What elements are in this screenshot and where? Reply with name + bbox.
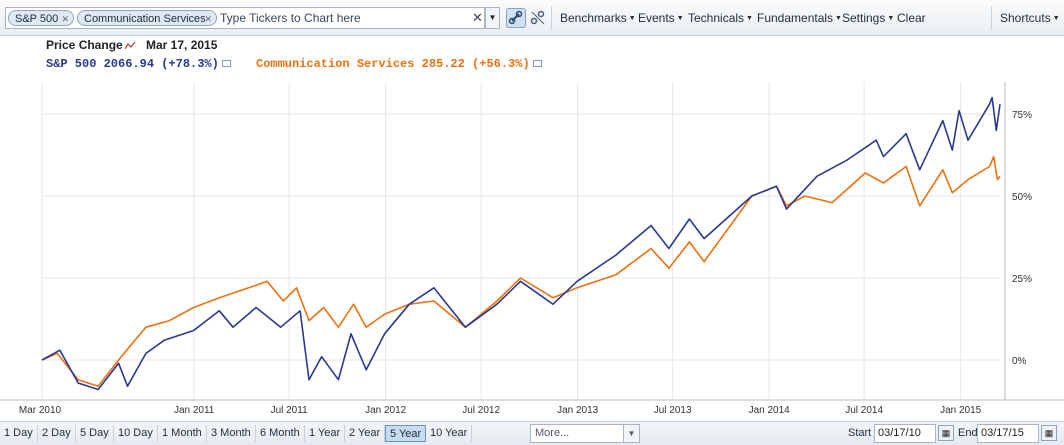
calendar-icon[interactable]: ▦ (1041, 425, 1057, 441)
legend-series-sp500[interactable]: S&P 500 2066.94 (+78.3%) (46, 57, 231, 71)
x-tick-label: Jan 2011 (174, 405, 215, 416)
unlink-charts-button[interactable] (528, 8, 548, 28)
menu-label: Fundamentals (757, 11, 834, 25)
menu-label: Benchmarks (560, 11, 627, 25)
menu-label: Events (638, 11, 675, 25)
menu-label: Settings (842, 11, 886, 25)
range-button-5-day[interactable]: 5 Day (76, 425, 114, 442)
series-label-text: Communication Services 285.22 (+56.3%) (256, 57, 530, 71)
caret-down-icon: ▼ (1052, 15, 1060, 22)
range-button-5-year[interactable]: 5 Year (385, 425, 427, 442)
link-charts-button[interactable] (506, 8, 526, 28)
chart-toolbar: S&P 500 ✕ Communication Services ✕ Type Ti… (0, 0, 1064, 36)
caret-down-icon: ▼ (628, 15, 636, 22)
x-tick-label: Jan 2015 (940, 405, 982, 416)
settings-menu[interactable]: Settings ▼ (842, 11, 894, 25)
y-axis: 75% 50% 25% 0% (1004, 82, 1032, 400)
clear-button[interactable]: Clear (897, 11, 926, 25)
ticker-chip-sp500[interactable]: S&P 500 ✕ (8, 10, 74, 26)
range-button-10-year[interactable]: 10 Year (426, 425, 473, 442)
range-button-1-year[interactable]: 1 Year (305, 425, 346, 442)
legend-series-communication-services[interactable]: Communication Services 285.22 (+56.3%) (256, 57, 542, 71)
series-label-text: S&P 500 2066.94 (+78.3%) (46, 57, 219, 71)
start-date-input[interactable]: 03/17/10 (874, 424, 936, 443)
ticker-chip-communication-services[interactable]: Communication Services ✕ (77, 10, 217, 26)
chart-grid (41, 82, 1000, 400)
more-ranges-select[interactable]: More... ▼ (530, 424, 640, 443)
x-tick-label: Jan 2013 (557, 405, 599, 416)
series-line-communication-services[interactable] (41, 155, 1001, 388)
end-label: End (958, 427, 978, 439)
events-menu[interactable]: Events ▼ (638, 11, 684, 25)
calendar-icon[interactable]: ▦ (938, 425, 954, 441)
legend-date: Mar 17, 2015 (146, 38, 218, 52)
caret-down-icon: ▼ (835, 15, 842, 22)
y-tick-label: 75% (1012, 110, 1032, 121)
range-button-1-day[interactable]: 1 Day (0, 425, 38, 442)
chart-type-icon[interactable] (124, 41, 136, 50)
more-label: More... (535, 427, 570, 439)
technicals-menu[interactable]: Technicals ▼ (688, 11, 753, 25)
price-chart[interactable]: Mar 2010 Jan 2011 Jul 2011 Jan 2012 Jul 2012… (0, 74, 1064, 421)
y-tick-label: 0% (1012, 356, 1027, 367)
benchmarks-menu[interactable]: Benchmarks ▼ (560, 11, 636, 25)
series-options-icon[interactable] (221, 60, 231, 67)
chart-series (41, 96, 1001, 391)
x-tick-label: Jul 2014 (845, 405, 883, 416)
x-tick-label: Mar 2010 (19, 405, 62, 416)
range-button-2-day[interactable]: 2 Day (38, 425, 76, 442)
end-date-input[interactable]: 03/17/15 (977, 424, 1039, 443)
chevron-down-icon: ▼ (488, 13, 497, 22)
x-axis: Mar 2010 Jan 2011 Jul 2011 Jan 2012 Jul 2012… (0, 399, 1064, 416)
start-label: Start (848, 427, 872, 439)
unlink-icon (530, 10, 545, 25)
range-bar: 1 Day 2 Day 5 Day 10 Day 1 Month 3 Month 6 Mon… (0, 421, 1064, 445)
clear-input-icon[interactable]: ✕ (472, 10, 483, 25)
range-button-1-month[interactable]: 1 Month (158, 425, 207, 442)
menu-label: Shortcuts (1000, 11, 1051, 25)
range-button-2-year[interactable]: 2 Year (345, 425, 386, 442)
remove-icon[interactable]: ✕ (204, 14, 212, 24)
ticker-search-input[interactable]: Type Tickers to Chart here (220, 11, 361, 25)
ticker-dropdown-button[interactable]: ▼ (485, 7, 500, 29)
legend-title-text: Price Change (46, 38, 123, 52)
ticker-chip-label: Communication Services (84, 13, 206, 25)
range-button-10-day[interactable]: 10 Day (114, 425, 158, 442)
x-tick-label: Jan 2014 (749, 405, 791, 416)
ticker-chip-label: S&P 500 (15, 13, 59, 25)
x-tick-label: Jul 2012 (462, 405, 500, 416)
x-tick-label: Jul 2013 (654, 405, 692, 416)
shortcuts-menu[interactable]: Shortcuts ▼ (1000, 11, 1060, 25)
series-options-icon[interactable] (532, 60, 542, 67)
ticker-input-box[interactable]: S&P 500 ✕ Communication Services ✕ Type Ti… (5, 7, 485, 29)
caret-down-icon: ▼ (887, 15, 895, 22)
divider (991, 6, 992, 30)
x-tick-label: Jan 2012 (365, 405, 407, 416)
chevron-down-icon[interactable]: ▼ (623, 425, 639, 442)
y-tick-label: 50% (1012, 192, 1032, 203)
legend-title: Price Change (46, 38, 136, 52)
divider (551, 6, 552, 30)
link-icon (508, 10, 523, 25)
fundamentals-menu[interactable]: Fundamentals ▼ (757, 11, 842, 25)
x-tick-label: Jul 2011 (271, 405, 309, 416)
y-tick-label: 25% (1012, 274, 1032, 285)
range-button-3-month[interactable]: 3 Month (207, 425, 256, 442)
series-line-s-p-500[interactable] (41, 96, 1001, 391)
caret-down-icon: ▼ (676, 15, 684, 22)
remove-icon[interactable]: ✕ (61, 14, 69, 24)
range-button-6-month[interactable]: 6 Month (256, 425, 305, 442)
menu-label: Technicals (688, 11, 745, 25)
caret-down-icon: ▼ (746, 15, 753, 22)
